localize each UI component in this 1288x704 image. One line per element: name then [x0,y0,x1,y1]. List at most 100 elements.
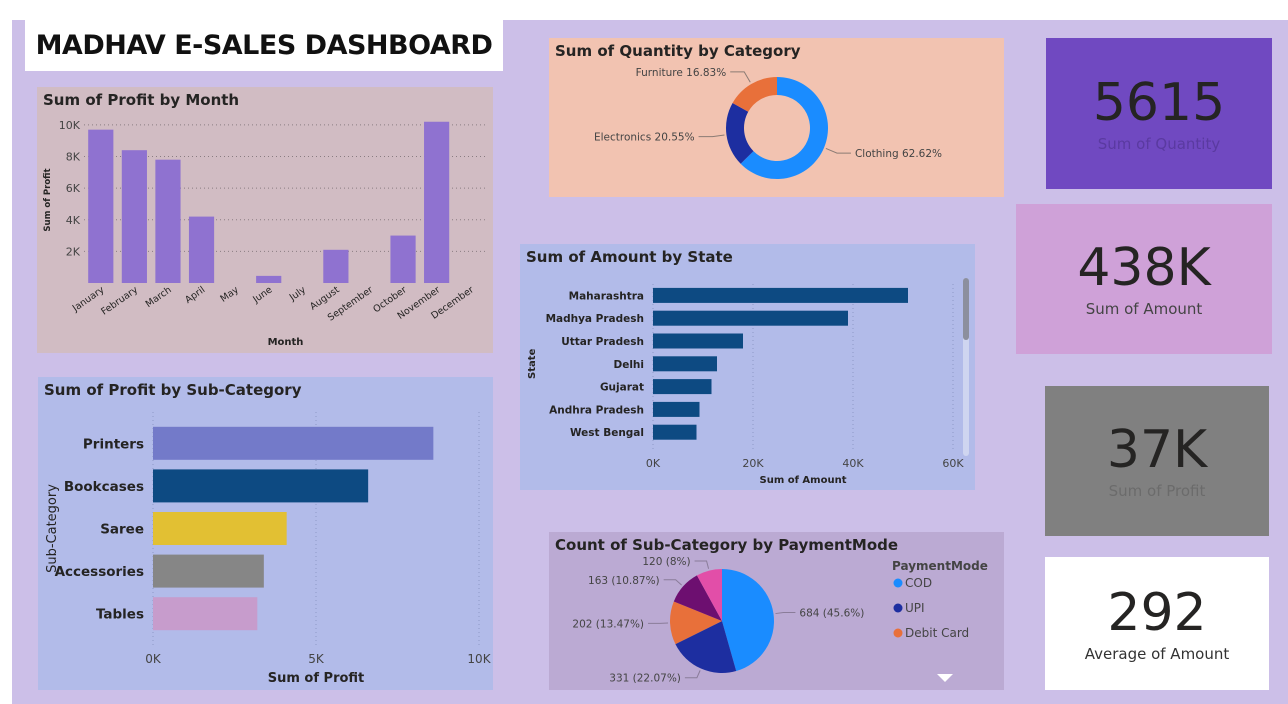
state-bar [653,310,848,326]
pie-legend-item: Debit Card [905,626,969,640]
subcat-xaxis-label: Sum of Profit [268,671,365,686]
scrollbar-track[interactable] [963,278,969,456]
donut-slice [726,102,754,164]
donut-data-label: Electronics 20.55% [594,132,695,144]
profit-by-subcategory-chart: 0K 5K 10K Printers Bookcases Saree Accessories… [45,412,492,686]
donut-leader-line [698,134,725,138]
payment-mode-chart: 684 (45.6%) 331 (22.07%) 202 (13.47%) 163 (… [572,556,988,685]
kpi-label-profit: Sum of Profit [1108,482,1206,500]
pie-legend-marker [893,628,903,638]
state-bar [653,333,743,349]
month-xtick-label: May [218,284,241,304]
month-bar [155,159,181,283]
donut-data-label: Furniture 16.83% [636,67,727,79]
profit-by-subcategory-panel[interactable]: Sum of Profit by Sub-Category 0K 5K 10K Pri… [38,377,493,690]
kpi-label-amount: Sum of Amount [1085,300,1203,318]
kpi-card-amount: 438K Sum of Amount [1016,204,1272,354]
month-bar [323,249,349,283]
month-ytick-label: 10K [59,119,81,132]
month-xtick-label: February [99,284,140,317]
subcat-yaxis-label: Sub-Category [45,484,60,573]
subcat-bar [153,554,264,588]
kpi-value-profit: 37K [1106,420,1208,480]
quantity-by-category-title: Sum of Quantity by Category [555,42,801,60]
month-ytick-label: 2K [66,245,81,258]
month-bar [121,150,147,283]
month-ytick-label: 4K [66,214,81,227]
month-xtick-label: March [144,284,174,310]
state-xtick-label: 40K [842,457,864,470]
state-bar [653,287,908,303]
month-xtick-label: July [287,284,308,304]
month-ytick-label: 6K [66,182,81,195]
state-category-label: Gujarat [600,382,644,394]
pie-legend-title: PaymentMode [892,559,988,573]
pie-slice [675,621,737,673]
pie-slice [696,569,722,621]
state-category-label: Andhra Pradesh [549,404,644,416]
quantity-by-category-panel[interactable]: Sum of Quantity by Category Clothing 62.… [549,38,1004,197]
profit-by-month-panel[interactable]: Sum of Profit by Month 2K 4K 6K 8K 10K Januar… [37,87,493,353]
month-bar [256,275,282,283]
profit-by-month-title: Sum of Profit by Month [43,91,240,109]
pie-slice [670,601,722,645]
donut-data-label: Clothing 62.62% [855,148,942,160]
amount-by-state-chart: 0K 20K 40K 60K Maharashtra Madhya Pradesh Utta… [527,284,964,486]
state-xaxis-label: Sum of Amount [760,475,847,486]
month-yaxis-label: Sum of Profit [43,168,53,231]
month-bar [390,235,416,283]
pie-data-label: 684 (45.6%) [799,607,864,619]
subcat-bar [153,469,369,503]
subcat-xtick-label: 0K [145,652,162,666]
pie-legend-marker [893,603,903,613]
subcat-category-label: Saree [100,522,144,538]
month-xtick-label: June [250,284,274,306]
state-category-label: Delhi [613,359,644,371]
quantity-by-category-chart: Clothing 62.62% Electronics 20.55% Furnitu… [594,67,942,179]
subcat-category-label: Tables [96,607,144,623]
pie-data-label: 120 (8%) [642,556,690,568]
pie-slice [722,569,774,672]
kpi-card-quantity: 5615 Sum of Quantity [1046,38,1272,189]
donut-slice [740,77,828,179]
profit-by-subcategory-title: Sum of Profit by Sub-Category [44,381,302,399]
month-ytick-label: 8K [66,151,81,164]
dashboard-title: MADHAV E-SALES DASHBOARD [35,30,493,61]
state-xtick-label: 20K [742,457,764,470]
pie-data-label: 331 (22.07%) [609,673,681,685]
state-yaxis-label: State [527,348,538,379]
kpi-label-quantity: Sum of Quantity [1097,134,1221,153]
subcat-category-label: Accessories [55,564,144,580]
pie-data-label: 202 (13.47%) [572,618,644,630]
state-xtick-label: 60K [942,457,964,470]
state-xtick-label: 0K [646,457,661,470]
subcat-bar [153,426,434,460]
state-category-label: Madhya Pradesh [546,313,644,325]
subcat-xtick-label: 10K [467,652,491,666]
state-bar [653,356,717,372]
kpi-card-avg-amount: 292 Average of Amount [1045,557,1269,690]
kpi-card-profit: 37K Sum of Profit [1045,386,1269,536]
scrollbar-thumb[interactable] [963,278,969,340]
state-bar [653,424,697,440]
subcat-category-label: Bookcases [64,479,144,495]
month-bar [88,129,114,283]
donut-leader-line [825,148,851,154]
subcat-category-label: Printers [83,436,144,452]
pie-leader-line [694,560,710,569]
state-category-label: West Bengal [570,427,644,439]
state-category-label: Uttar Pradesh [561,336,644,348]
donut-slice [732,77,777,112]
pie-leader-line [775,611,796,615]
legend-scroll-down-icon[interactable] [937,674,953,682]
payment-mode-panel[interactable]: Count of Sub-Category by PaymentMode 684… [549,532,1004,690]
subcat-bar [153,597,258,631]
month-xaxis-label: Month [268,337,304,348]
month-bar [188,216,215,283]
month-bar [424,121,450,283]
donut-leader-line [730,71,751,83]
amount-by-state-panel[interactable]: Sum of Amount by State 0K 20K 40K 60K Mahara… [520,244,975,490]
kpi-value-quantity: 5615 [1092,72,1226,133]
pie-legend-item: COD [905,576,932,590]
